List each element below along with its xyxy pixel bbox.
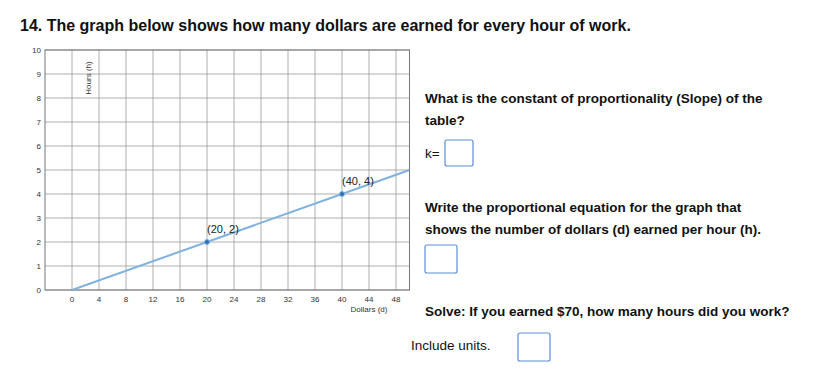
answer-box[interactable]	[518, 333, 550, 361]
prompt-text: shows the number of dollars (d) earned p…	[425, 222, 761, 237]
y-tick-label: 7	[37, 118, 42, 127]
x-axis-label: Dollars (d)	[351, 305, 388, 314]
x-tick-label: 12	[149, 295, 158, 304]
y-tick-label: 5	[37, 166, 42, 175]
grid-line-y	[45, 74, 410, 75]
y-tick-label: 8	[37, 94, 42, 103]
marks	[72, 170, 410, 290]
x-tick-label: 24	[230, 295, 239, 304]
x-tick-label: 0	[70, 295, 75, 304]
y-axis-label: Hours (h)	[84, 61, 93, 95]
y-tick-label: 2	[37, 238, 42, 247]
x-tick-label: 8	[124, 295, 129, 304]
point-label: (40, 4)	[342, 175, 374, 187]
prompt-text: Write the proportional equation for the …	[425, 200, 742, 215]
answer-box[interactable]	[425, 245, 457, 273]
grid-line-y	[45, 98, 410, 99]
x-tick-label: 48	[392, 295, 401, 304]
y-tick-label: 1	[37, 262, 42, 271]
x-tick-label: 4	[97, 295, 102, 304]
page: {"heading": "14. The graph below shows h…	[0, 0, 832, 375]
x-tick-label: 40	[338, 295, 347, 304]
y-tick-label: 10	[32, 46, 41, 55]
grid-line-y	[45, 170, 410, 171]
y-tick-label: 0	[37, 286, 42, 295]
answer-box[interactable]	[445, 140, 473, 166]
y-tick-label: 9	[37, 70, 42, 79]
plot-frame	[45, 50, 410, 290]
grid-line-y	[45, 218, 410, 219]
point	[205, 240, 210, 245]
x-tick-label: 36	[311, 295, 320, 304]
line	[72, 170, 410, 290]
grid-line-y	[45, 194, 410, 195]
x-tick-label: 44	[365, 295, 374, 304]
x-tick-label: 16	[176, 295, 185, 304]
prompt-text: Solve: If you earned $70, how many hours…	[425, 304, 790, 319]
y-tick-label: 4	[37, 190, 42, 199]
prompt-text: Include units.	[411, 338, 491, 353]
x-tick-label: 28	[257, 295, 266, 304]
heading: 14. The graph below shows how many dolla…	[20, 17, 631, 34]
prompt-text: table?	[425, 113, 465, 128]
y-tick-label: 6	[37, 142, 42, 151]
grid-line-y	[45, 266, 410, 267]
answer-prefix: k=	[425, 146, 440, 161]
worksheet: 14. The graph below shows how many dolla…	[0, 0, 832, 375]
grid-line-y	[45, 122, 410, 123]
prompt-text: What is the constant of proportionality …	[425, 91, 763, 106]
point-label: (20, 2)	[207, 223, 239, 235]
point	[340, 192, 345, 197]
grid-line-y	[45, 146, 410, 147]
x-tick-label: 20	[203, 295, 212, 304]
y-tick-label: 3	[37, 214, 42, 223]
grid-line-y	[45, 242, 410, 243]
x-tick-label: 32	[284, 295, 293, 304]
chart: 04812162024283236404448012345678910Dolla…	[32, 46, 409, 314]
